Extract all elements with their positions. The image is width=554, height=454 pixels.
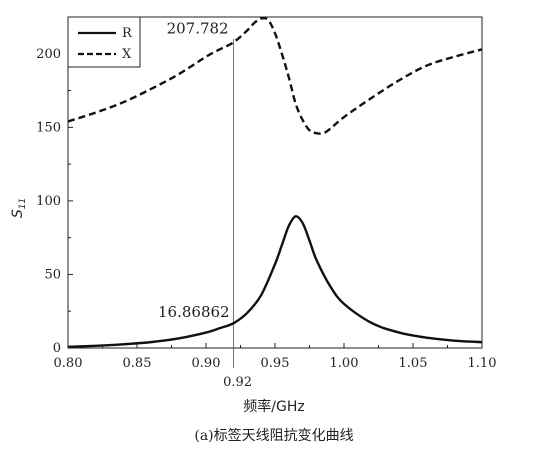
x-tick-label: 0.80 (54, 356, 83, 371)
marker-label: 0.92 (223, 375, 252, 390)
y-tick-label: 50 (44, 267, 61, 282)
legend-label-x: X (122, 47, 132, 62)
annotation-x-value: 207.782 (167, 19, 229, 37)
x-tick-label: 0.85 (123, 356, 152, 371)
y-tick-label: 0 (53, 341, 61, 356)
y-axis-title-sub: 11 (18, 198, 28, 209)
x-axis-title: 频率/GHz (243, 398, 304, 415)
legend: RX (67, 16, 141, 68)
svg-text:S11: S11 (10, 198, 28, 218)
legend-box (67, 16, 141, 68)
x-tick-label: 1.05 (399, 356, 428, 371)
series-line-x (67, 16, 483, 135)
y-tick-label: 100 (36, 194, 61, 209)
marker-group: 0.92 (223, 39, 252, 390)
y-tick-label: 200 (36, 47, 61, 62)
y-axis-title: S11 (10, 198, 28, 218)
x-tick-label: 0.95 (261, 356, 290, 371)
axes: 0.80 0.85 0.90 0.95 1.00 1.05 1.10 0 50 100 150 200 (36, 47, 496, 371)
chart-caption: (a)标签天线阻抗变化曲线 (194, 427, 353, 444)
x-tick-label: 1.00 (330, 356, 359, 371)
series-layer (67, 16, 483, 349)
y-tick-label: 150 (36, 120, 61, 135)
annotations: 207.782 16.86862 (158, 19, 230, 321)
series-line-r (67, 215, 483, 349)
x-tick-label: 1.10 (468, 356, 497, 371)
annotation-r-value: 16.86862 (158, 303, 230, 321)
x-tick-label: 0.90 (192, 356, 221, 371)
legend-label-r: R (122, 26, 133, 41)
y-axis-title-main: S (10, 209, 26, 218)
